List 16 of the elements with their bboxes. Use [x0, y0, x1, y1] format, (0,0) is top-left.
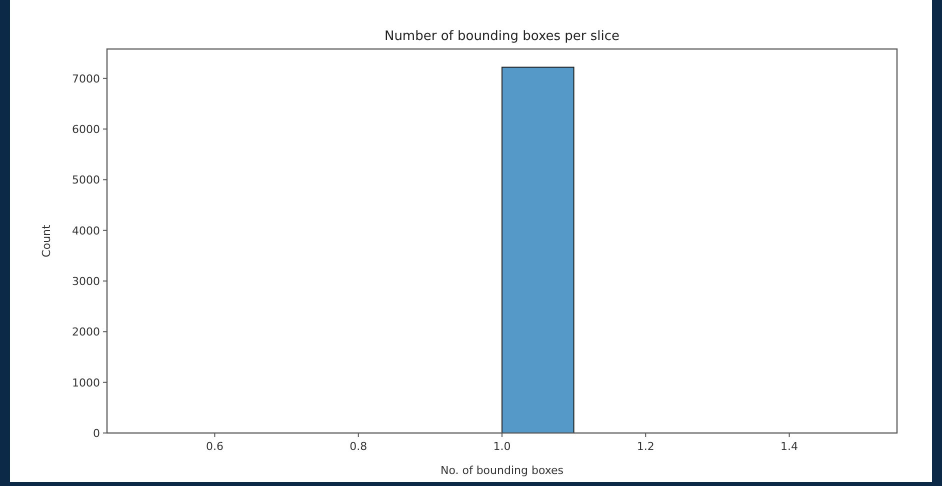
y-tick-label: 6000: [72, 123, 100, 136]
y-tick-label: 1000: [72, 376, 100, 390]
x-tick-label: 1.2: [636, 440, 654, 453]
y-tick-label: 4000: [72, 224, 100, 238]
x-tick-label: 1.4: [780, 440, 798, 453]
y-tick-label: 7000: [72, 72, 100, 86]
x-tick-label: 0.6: [206, 440, 224, 453]
chart-title: Number of bounding boxes per slice: [384, 29, 620, 44]
y-tick-label: 3000: [72, 275, 100, 288]
y-tick-label: 5000: [72, 174, 100, 187]
y-tick-label: 2000: [72, 326, 100, 339]
x-axis-title: No. of bounding boxes: [440, 464, 564, 477]
x-tick-label: 1.0: [493, 440, 511, 453]
y-axis-title: Count: [40, 224, 53, 258]
y-tick-label: 0: [93, 427, 100, 440]
x-tick-label: 0.8: [350, 440, 368, 453]
